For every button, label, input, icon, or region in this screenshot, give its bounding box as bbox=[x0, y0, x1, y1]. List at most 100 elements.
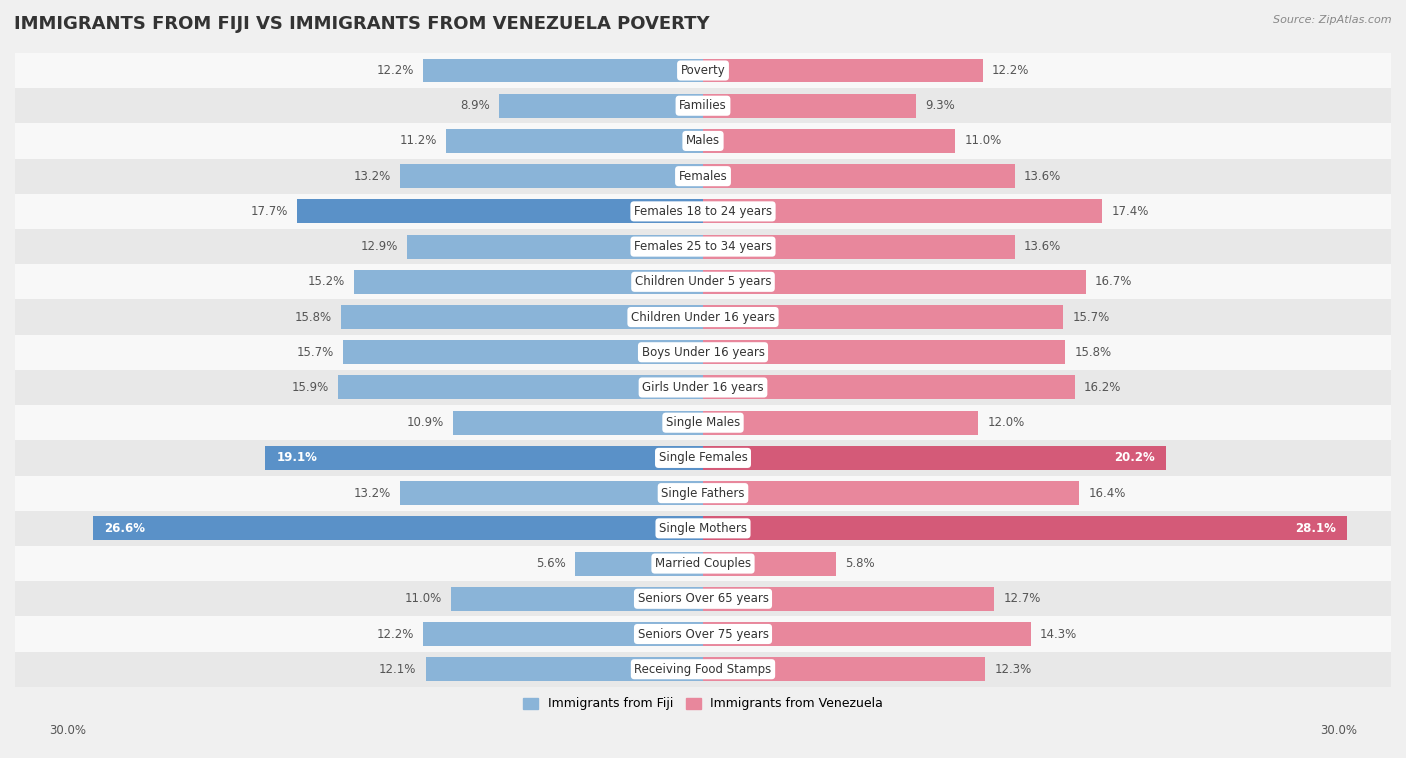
Text: 5.8%: 5.8% bbox=[845, 557, 875, 570]
Bar bbox=[703, 552, 837, 575]
Bar bbox=[15, 440, 1391, 475]
Text: 16.2%: 16.2% bbox=[1084, 381, 1121, 394]
Text: 15.8%: 15.8% bbox=[1074, 346, 1112, 359]
Bar bbox=[453, 411, 703, 434]
Bar bbox=[297, 199, 703, 224]
Bar bbox=[15, 475, 1391, 511]
Text: 17.7%: 17.7% bbox=[250, 205, 288, 218]
Bar bbox=[703, 622, 1031, 646]
Text: Girls Under 16 years: Girls Under 16 years bbox=[643, 381, 763, 394]
Text: 16.7%: 16.7% bbox=[1095, 275, 1133, 288]
Bar bbox=[15, 652, 1391, 687]
Text: 12.9%: 12.9% bbox=[360, 240, 398, 253]
Text: 11.0%: 11.0% bbox=[405, 592, 441, 606]
Bar bbox=[340, 305, 703, 329]
Text: 13.6%: 13.6% bbox=[1024, 170, 1062, 183]
Bar bbox=[703, 94, 917, 117]
Bar bbox=[703, 58, 983, 83]
Text: Boys Under 16 years: Boys Under 16 years bbox=[641, 346, 765, 359]
Bar bbox=[703, 446, 1166, 470]
Bar bbox=[703, 270, 1085, 294]
Text: Seniors Over 75 years: Seniors Over 75 years bbox=[637, 628, 769, 641]
Text: 17.4%: 17.4% bbox=[1111, 205, 1149, 218]
Text: 28.1%: 28.1% bbox=[1295, 522, 1336, 535]
Bar bbox=[703, 340, 1066, 365]
Text: Families: Families bbox=[679, 99, 727, 112]
Text: 15.7%: 15.7% bbox=[297, 346, 333, 359]
Bar bbox=[15, 194, 1391, 229]
Text: 12.2%: 12.2% bbox=[993, 64, 1029, 77]
Legend: Immigrants from Fiji, Immigrants from Venezuela: Immigrants from Fiji, Immigrants from Ve… bbox=[517, 693, 889, 716]
Bar bbox=[408, 235, 703, 258]
Text: Single Mothers: Single Mothers bbox=[659, 522, 747, 535]
Text: 15.7%: 15.7% bbox=[1073, 311, 1109, 324]
Bar bbox=[343, 340, 703, 365]
Text: Seniors Over 65 years: Seniors Over 65 years bbox=[637, 592, 769, 606]
Bar bbox=[703, 375, 1074, 399]
Bar bbox=[703, 657, 986, 681]
Text: 12.2%: 12.2% bbox=[377, 64, 413, 77]
Text: Receiving Food Stamps: Receiving Food Stamps bbox=[634, 662, 772, 675]
Text: 20.2%: 20.2% bbox=[1114, 452, 1154, 465]
Text: 15.2%: 15.2% bbox=[308, 275, 346, 288]
Bar bbox=[15, 581, 1391, 616]
Text: Children Under 5 years: Children Under 5 years bbox=[634, 275, 772, 288]
Text: 12.0%: 12.0% bbox=[987, 416, 1025, 429]
Text: Source: ZipAtlas.com: Source: ZipAtlas.com bbox=[1274, 15, 1392, 25]
Bar bbox=[15, 370, 1391, 405]
Text: IMMIGRANTS FROM FIJI VS IMMIGRANTS FROM VENEZUELA POVERTY: IMMIGRANTS FROM FIJI VS IMMIGRANTS FROM … bbox=[14, 15, 710, 33]
Bar bbox=[15, 53, 1391, 88]
Bar bbox=[703, 235, 1015, 258]
Bar bbox=[15, 616, 1391, 652]
Bar bbox=[575, 552, 703, 575]
Text: 10.9%: 10.9% bbox=[406, 416, 444, 429]
Bar bbox=[703, 129, 955, 153]
Text: 13.6%: 13.6% bbox=[1024, 240, 1062, 253]
Text: 16.4%: 16.4% bbox=[1088, 487, 1126, 500]
Bar bbox=[703, 481, 1080, 505]
Bar bbox=[15, 299, 1391, 334]
Text: 30.0%: 30.0% bbox=[49, 724, 86, 737]
Bar bbox=[15, 546, 1391, 581]
Bar bbox=[401, 164, 703, 188]
Text: Males: Males bbox=[686, 134, 720, 148]
Bar bbox=[703, 164, 1015, 188]
Bar bbox=[703, 587, 994, 611]
Bar bbox=[15, 158, 1391, 194]
Bar bbox=[499, 94, 703, 117]
Bar bbox=[15, 265, 1391, 299]
Text: 12.1%: 12.1% bbox=[380, 662, 416, 675]
Text: 30.0%: 30.0% bbox=[1320, 724, 1357, 737]
Text: Females: Females bbox=[679, 170, 727, 183]
Text: 11.2%: 11.2% bbox=[399, 134, 437, 148]
Text: Married Couples: Married Couples bbox=[655, 557, 751, 570]
Text: Females 18 to 24 years: Females 18 to 24 years bbox=[634, 205, 772, 218]
Text: 26.6%: 26.6% bbox=[104, 522, 145, 535]
Bar bbox=[15, 88, 1391, 124]
Bar bbox=[401, 481, 703, 505]
Text: Single Fathers: Single Fathers bbox=[661, 487, 745, 500]
Bar bbox=[93, 516, 703, 540]
Bar bbox=[703, 411, 979, 434]
Bar bbox=[354, 270, 703, 294]
Bar bbox=[451, 587, 703, 611]
Text: 12.7%: 12.7% bbox=[1004, 592, 1040, 606]
Text: Poverty: Poverty bbox=[681, 64, 725, 77]
Text: 13.2%: 13.2% bbox=[354, 487, 391, 500]
Bar bbox=[15, 229, 1391, 265]
Bar bbox=[426, 657, 703, 681]
Bar bbox=[15, 124, 1391, 158]
Text: Children Under 16 years: Children Under 16 years bbox=[631, 311, 775, 324]
Text: 12.3%: 12.3% bbox=[994, 662, 1032, 675]
Text: 14.3%: 14.3% bbox=[1040, 628, 1077, 641]
Bar bbox=[339, 375, 703, 399]
Text: 9.3%: 9.3% bbox=[925, 99, 955, 112]
Bar bbox=[15, 405, 1391, 440]
Bar bbox=[703, 199, 1102, 224]
Bar bbox=[703, 305, 1063, 329]
Bar bbox=[446, 129, 703, 153]
Text: 8.9%: 8.9% bbox=[460, 99, 489, 112]
Bar bbox=[15, 334, 1391, 370]
Bar bbox=[703, 516, 1347, 540]
Text: Single Females: Single Females bbox=[658, 452, 748, 465]
